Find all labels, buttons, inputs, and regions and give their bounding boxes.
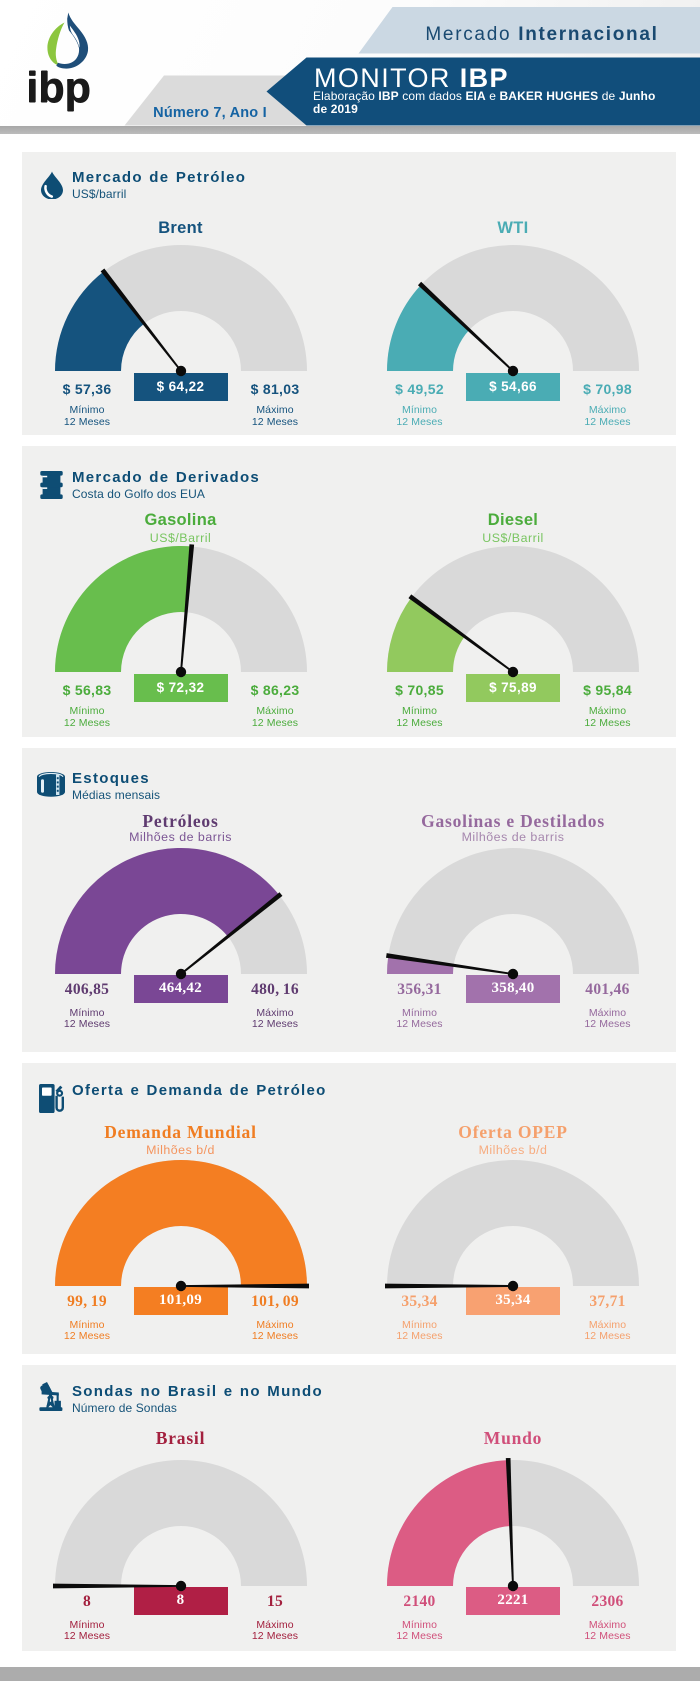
svg-text:ibp: ibp (26, 63, 90, 111)
svg-text:ibp: ibp (26, 65, 90, 113)
svg-text:ibp: ibp (27, 64, 91, 112)
svg-text:ibp: ibp (26, 64, 90, 112)
